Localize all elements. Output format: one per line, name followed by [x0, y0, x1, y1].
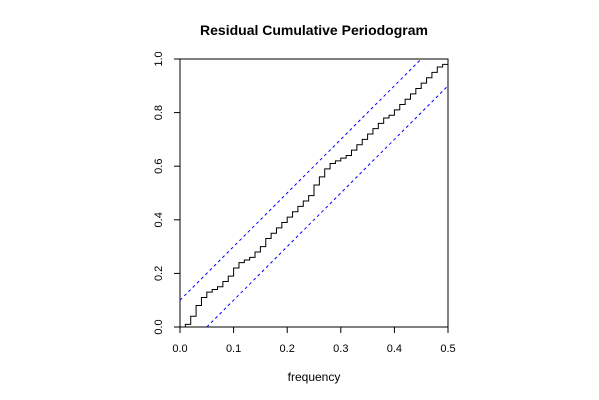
x-tick-label: 0.5 — [440, 343, 455, 355]
x-tick-label: 0.1 — [226, 343, 241, 355]
x-axis-label: frequency — [288, 370, 341, 384]
chart-title: Residual Cumulative Periodogram — [200, 22, 428, 38]
y-tick-label: 0.6 — [153, 159, 165, 174]
x-tick-label: 0.3 — [333, 343, 348, 355]
lower-bound-line — [206, 85, 449, 328]
plot-area — [179, 58, 449, 328]
upper-bound-line — [179, 58, 422, 301]
y-tick-label: 0.4 — [153, 212, 165, 227]
x-tick-label: 0.2 — [280, 343, 295, 355]
y-tick-label: 0.8 — [153, 105, 165, 120]
periodogram-series-line — [180, 59, 449, 328]
y-tick-label: 0.2 — [153, 266, 165, 281]
x-axis: 0.0 0.1 0.2 0.3 0.4 0.5 — [172, 327, 456, 355]
plot-frame — [179, 58, 449, 328]
x-tick-label: 0.0 — [172, 343, 187, 355]
x-tick-label: 0.4 — [387, 343, 402, 355]
y-tick-label: 0.0 — [153, 319, 165, 334]
y-tick-label: 1.0 — [153, 51, 165, 66]
y-axis: 0.0 0.2 0.4 0.6 0.8 1.0 — [153, 51, 180, 335]
